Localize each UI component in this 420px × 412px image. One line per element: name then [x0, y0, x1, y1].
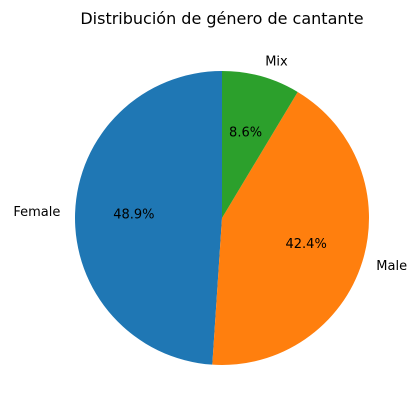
pie-labels: Female 48.9% Male 42.4% Mix 8.6% — [13, 55, 407, 274]
pie-slices — [75, 71, 369, 366]
chart-title: Distribución de género de cantante — [80, 9, 363, 28]
slice-percent-mix: 8.6% — [229, 126, 262, 141]
pie-slice-female — [75, 71, 222, 365]
pie-slice-male — [212, 91, 369, 366]
slice-label-mix: Mix — [265, 55, 288, 70]
slice-label-male: Male — [376, 259, 407, 274]
slice-label-female: Female — [13, 205, 60, 220]
slice-percent-female: 48.9% — [113, 208, 154, 223]
pie-slice-mix — [222, 71, 298, 218]
slice-percent-male: 42.4% — [286, 237, 327, 252]
